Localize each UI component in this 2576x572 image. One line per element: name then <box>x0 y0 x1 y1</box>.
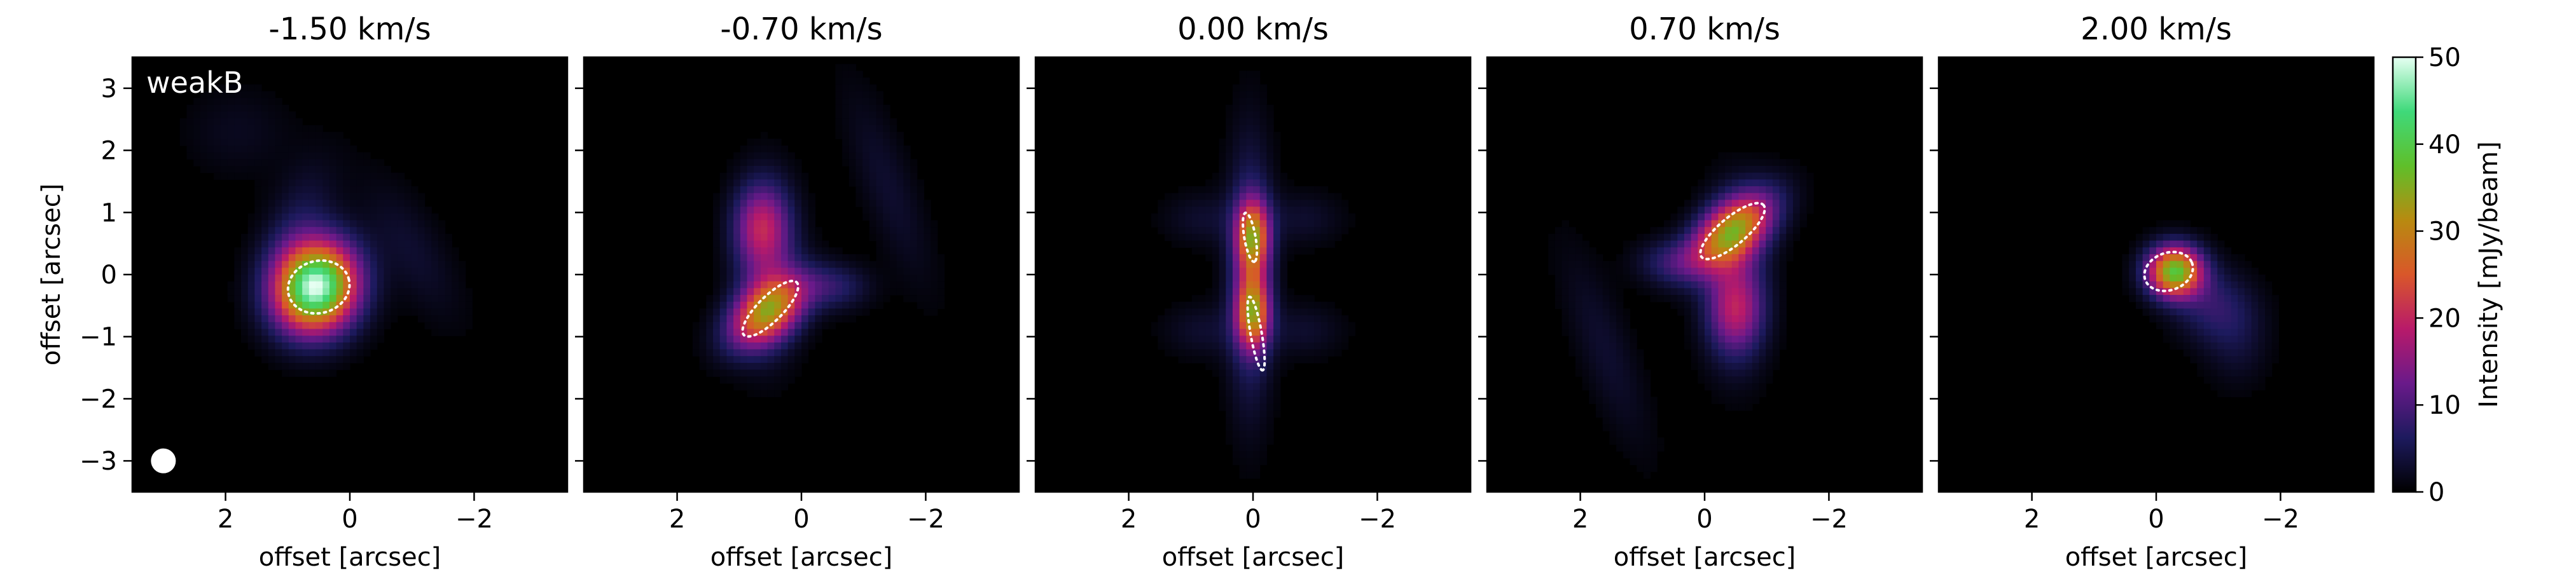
colorbar-tick-label: 10 <box>2428 391 2461 420</box>
x-axis-label: offset [arcsec] <box>1162 543 1345 572</box>
contour-line <box>286 259 351 315</box>
panel-title: 2.00 km/s <box>2081 11 2232 47</box>
y-tick-label: −3 <box>80 447 117 476</box>
colorbar-frame <box>2392 56 2417 493</box>
x-tick-label: 2 <box>2024 505 2040 534</box>
x-axis-label: offset [arcsec] <box>1614 543 1796 572</box>
x-tick-label: 0 <box>793 505 809 534</box>
x-tick-label: 2 <box>1121 505 1137 534</box>
y-axis-label: offset [arcsec] <box>37 184 66 366</box>
x-axis-label: offset [arcsec] <box>259 543 441 572</box>
panel-1: 2 0 −2 3 2 1 0 −1 −2 −3 -1.50 km/s offset [arcsec] o… <box>37 11 569 572</box>
panel-4: 2 0 −2 0.70 km/s offset [arcsec] <box>1478 11 1923 572</box>
colorbar-tick-label: 40 <box>2428 130 2461 160</box>
intensity-map <box>1151 71 1355 479</box>
contour-line <box>1242 211 1259 263</box>
colorbar-tick-label: 30 <box>2428 217 2461 247</box>
contour-line <box>741 280 800 338</box>
y-tick-label: 1 <box>101 198 117 228</box>
beam-marker <box>151 448 176 473</box>
panel-5: 2 0 −2 2.00 km/s offset [arcsec] <box>1930 11 2375 572</box>
colorbar-label: Intensity [mJy/beam] <box>2474 141 2503 407</box>
colorbar-tick-label: 50 <box>2428 43 2461 72</box>
x-tick-label: 2 <box>218 505 233 534</box>
x-axis-label: offset [arcsec] <box>710 543 893 572</box>
intensity-map <box>1548 152 1814 479</box>
x-tick-label: 2 <box>1572 505 1588 534</box>
colorbar-gradient <box>2393 57 2416 492</box>
colorbar: 0 10 20 30 40 50 Intensity [mJy/beam] <box>2392 43 2503 507</box>
panel-title: -0.70 km/s <box>720 11 882 47</box>
panel-title: 0.00 km/s <box>1177 11 1329 47</box>
x-tick-label: −2 <box>907 505 945 534</box>
intensity-map <box>693 64 945 397</box>
x-tick-label: −2 <box>2262 505 2299 534</box>
contour-line <box>1699 201 1766 261</box>
x-tick-label: −2 <box>1359 505 1396 534</box>
x-tick-label: 0 <box>1245 505 1261 534</box>
contour-line <box>1246 296 1266 372</box>
y-tick-label: 2 <box>101 137 117 166</box>
panel-2: 2 0 −2 -0.70 km/s offset [arcsec] <box>575 11 1020 572</box>
intensity-map <box>179 84 473 377</box>
x-tick-label: 0 <box>342 505 357 534</box>
y-tick-label: 0 <box>101 261 117 290</box>
contour-line <box>2143 250 2194 292</box>
x-tick-label: −2 <box>1810 505 1848 534</box>
colorbar-tick-label: 0 <box>2428 478 2444 507</box>
x-tick-label: −2 <box>455 505 493 534</box>
y-tick-label: 3 <box>101 74 117 104</box>
colorbar-tick-label: 20 <box>2428 304 2461 333</box>
x-tick-label: 0 <box>1696 505 1712 534</box>
x-axis-label: offset [arcsec] <box>2065 543 2248 572</box>
panel-title: 0.70 km/s <box>1629 11 1780 47</box>
x-tick-label: 0 <box>2148 505 2164 534</box>
y-tick-label: −2 <box>80 385 117 414</box>
panel-3: 2 0 −2 0.00 km/s offset [arcsec] <box>1027 11 1472 572</box>
x-tick-label: 2 <box>669 505 685 534</box>
intensity-map <box>2122 220 2279 397</box>
model-annotation: weakB <box>146 65 243 100</box>
y-tick-label: −1 <box>80 323 117 352</box>
panel-title: -1.50 km/s <box>268 11 431 47</box>
